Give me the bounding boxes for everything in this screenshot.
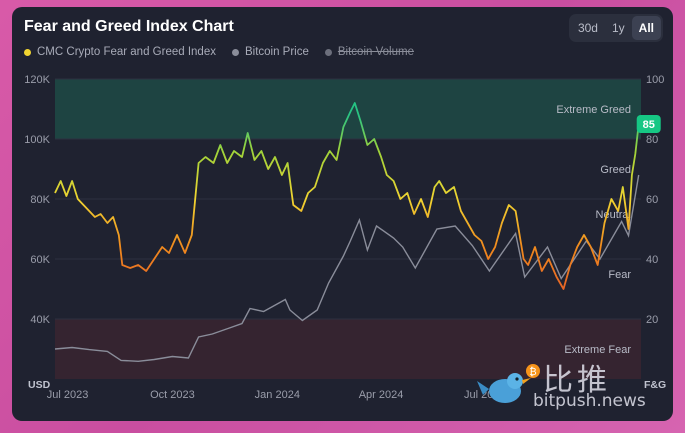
y-right-tick-label: 100 [646, 74, 664, 86]
y-right-tick-label: 20 [646, 314, 658, 326]
chart-title: Fear and Greed Index Chart [24, 18, 234, 35]
zone-label: Extreme Fear [564, 344, 631, 356]
chart-card: Fear and Greed Index Chart 30d 1y All CM… [12, 7, 673, 421]
legend-bitcoin-volume-label: Bitcoin Volume [337, 46, 414, 58]
legend-bitcoin-volume[interactable]: Bitcoin Volume [324, 46, 414, 58]
legend-fear-greed[interactable]: CMC Crypto Fear and Greed Index [24, 46, 216, 58]
y-left-tick-label: 60K [30, 254, 50, 266]
extreme-fear-band [55, 319, 641, 379]
y-left-unit-label: USD [28, 379, 51, 391]
watermark-en: bitpush.news [533, 391, 646, 411]
bitpush-watermark: ₿ 比推 bitpush.news [475, 355, 665, 415]
range-1y-button[interactable]: 1y [611, 21, 625, 35]
y-right-unit-label: F&G [644, 379, 666, 391]
extreme-greed-band [55, 79, 641, 139]
zone-label: Greed [600, 164, 631, 176]
chart-legend: CMC Crypto Fear and Greed Index Bitcoin … [24, 46, 414, 58]
current-value-text: 85 [643, 119, 655, 131]
fear-greed-chart: Extreme Greed Greed Neutral Fear Extreme Fea… [24, 74, 666, 401]
current-value-badge [636, 115, 661, 133]
legend-bitcoin-price[interactable]: Bitcoin Price [231, 46, 309, 58]
zone-label: Extreme Greed [556, 104, 631, 116]
legend-bitcoin-price-label: Bitcoin Price [244, 46, 309, 58]
range-all-button[interactable]: All [631, 16, 661, 40]
y-left-tick-label: 120K [24, 74, 50, 86]
legend-fear-greed-swatch [24, 48, 31, 56]
x-tick-label: Oct 2023 [150, 389, 195, 401]
zone-label: Neutral [596, 209, 631, 221]
y-left-tick-label: 80K [30, 194, 50, 206]
legend-bitcoin-price-swatch [231, 48, 239, 56]
zone-label: Fear [608, 269, 631, 281]
x-tick-label: Jul 2023 [47, 389, 89, 401]
legend-fear-greed-label: CMC Crypto Fear and Greed Index [37, 46, 216, 58]
y-left-tick-label: 100K [24, 134, 50, 146]
legend-bitcoin-volume-swatch [324, 48, 332, 56]
x-tick-label: Jan 2024 [255, 389, 300, 401]
bird-logo-icon: ₿ [477, 364, 540, 403]
y-right-tick-label: 40 [646, 254, 658, 266]
range-30d-button[interactable]: 30d [577, 21, 598, 35]
fear-greed-line [54, 102, 640, 290]
x-tick-label: Apr 2024 [359, 389, 404, 401]
y-left-tick-label: 40K [30, 314, 50, 326]
watermark-cn: 比推 [543, 363, 611, 398]
bitcoin-price-line [54, 174, 640, 363]
y-right-tick-label: 80 [646, 134, 658, 146]
y-right-tick-label: 60 [646, 194, 658, 206]
range-selector: 30d 1y All [568, 14, 663, 42]
svg-text:₿: ₿ [529, 366, 536, 378]
